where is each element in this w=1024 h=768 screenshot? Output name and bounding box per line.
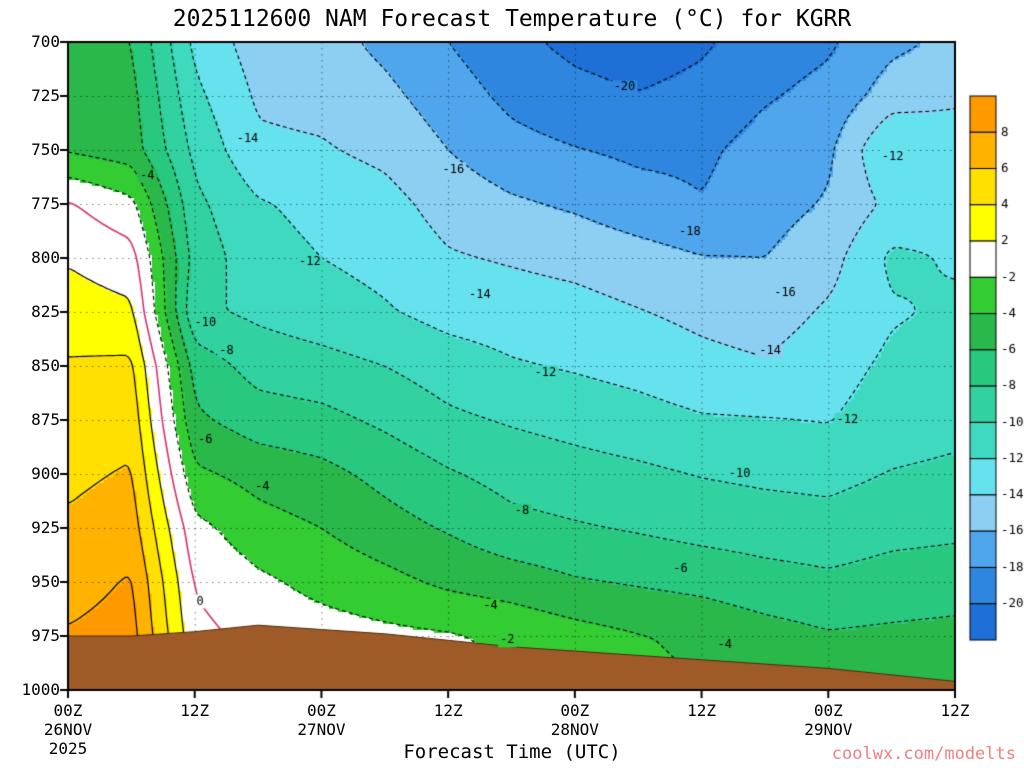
time-tick-label: 12Z [940,701,970,720]
pressure-tick-label: 850 [31,356,60,375]
pressure-tick-label: 750 [31,140,60,159]
pressure-tick-label: 800 [31,248,60,267]
pressure-tick-label: 825 [31,302,60,321]
time-tick-label: 00Z 27NOV [297,701,346,739]
pressure-tick-label: 725 [31,86,60,105]
pressure-tick-label: 1000 [21,680,60,699]
time-tick-label: 00Z 28NOV [550,701,599,739]
x-axis-label: Forecast Time (UTC) [403,741,621,763]
time-tick-label: 12Z [687,701,717,720]
pressure-tick-label: 950 [31,572,60,591]
time-tick-label: 00Z 29NOV [804,701,853,739]
time-tick-label: 12Z [433,701,463,720]
pressure-tick-label: 700 [31,32,60,51]
pressure-tick-label: 925 [31,518,60,537]
pressure-tick-label: 775 [31,194,60,213]
watermark: coolwx.com/modelts [831,744,1016,764]
pressure-tick-label: 900 [31,464,60,483]
time-tick-label: 00Z 26NOV 2025 [43,701,93,758]
pressure-tick-label: 975 [31,626,60,645]
pressure-tick-label: 875 [31,410,60,429]
time-tick-label: 12Z [180,701,210,720]
chart-title: 2025112600 NAM Forecast Temperature (°C)… [172,6,852,32]
time-axis: 00Z 26NOV 2025 12Z 00Z 27NOV 12Z 00Z 28NOV 12Z 00Z… [0,701,1024,763]
pressure-axis: 700 725 750 775 800 825 850 875 900 925 950 975 1000 [0,0,68,768]
